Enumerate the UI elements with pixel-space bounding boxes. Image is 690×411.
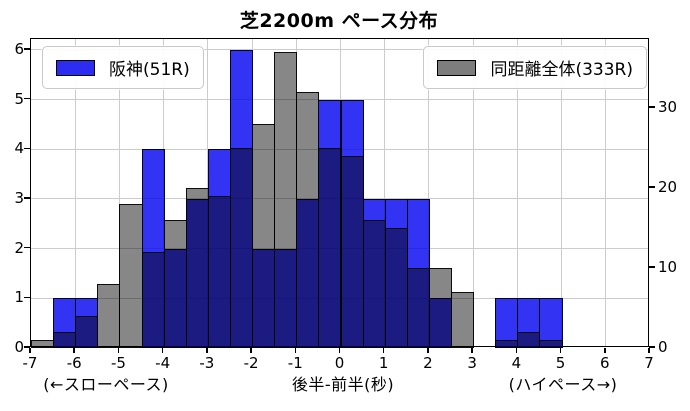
legend-swatch-hanshin (56, 59, 95, 76)
x-tick-0 (338, 348, 341, 353)
bar-all-bin-7 (185, 187, 209, 348)
y-left-label-2: 2 (14, 238, 24, 257)
bar-all-bin-18 (428, 267, 453, 348)
y-left-label-6: 6 (14, 39, 24, 58)
y-left-tick-0 (24, 346, 30, 348)
y-left-label-0: 0 (14, 338, 24, 356)
x-tick--7 (29, 348, 31, 353)
bar-all-bin-2 (75, 315, 99, 348)
x-tick--5 (117, 348, 120, 353)
y-right-label-20: 20 (658, 177, 678, 196)
y-left-label-1: 1 (14, 288, 24, 307)
bar-all-bin-5 (141, 251, 165, 348)
bar-all-bin-11 (274, 51, 298, 348)
x-tick-label--5: -5 (110, 354, 126, 372)
y-left-tick-4 (24, 147, 30, 150)
x-axis-note-slow-pace: (←スローペース) (43, 375, 169, 394)
bar-all-bin-13 (318, 147, 342, 348)
y-left-tick-2 (24, 246, 30, 249)
legend-all: 同距離全体(333R) (423, 46, 647, 89)
bar-all-bin-9 (229, 147, 254, 348)
x-tick-1 (382, 348, 385, 353)
legend-label-hanshin: 阪神(51R) (109, 60, 190, 80)
bar-all-bin-12 (296, 91, 320, 348)
gridline-x-2 (428, 39, 430, 346)
bar-all-bin-6 (163, 219, 187, 348)
bar-all-bin-1 (53, 331, 77, 348)
y-right-tick-30 (649, 106, 655, 108)
x-tick--3 (206, 348, 208, 353)
x-tick-label--4: -4 (155, 354, 171, 372)
gridline-x-4 (516, 39, 518, 346)
x-tick-label-4: 4 (511, 354, 522, 372)
y-right-tick-20 (649, 186, 655, 188)
x-axis-label: 後半-前半(秒) (291, 375, 395, 394)
chart-title: 芝2200m ペース分布 (239, 10, 439, 32)
legend-swatch-all (437, 59, 477, 76)
y-left-label-4: 4 (14, 139, 24, 158)
y-left-tick-6 (24, 48, 30, 50)
bar-all-bin-3 (97, 283, 121, 348)
bar-all-bin-17 (406, 267, 430, 348)
x-tick-label--3: -3 (199, 354, 215, 372)
y-left-label-3: 3 (14, 188, 24, 207)
x-tick-7 (648, 348, 650, 353)
bar-all-bin-10 (252, 123, 276, 348)
y-left-tick-5 (24, 97, 30, 100)
plot-area: 阪神(51R) 同距離全体(333R) (30, 38, 649, 348)
x-tick-label-7: 7 (644, 354, 654, 372)
x-tick-label--7: -7 (22, 354, 38, 372)
x-tick-label--2: -2 (243, 354, 259, 372)
bar-all-bin-15 (362, 219, 386, 348)
bar-all-bin-14 (340, 155, 364, 348)
x-axis-note-high-pace: (ハイペース→) (508, 375, 618, 394)
y-right-label-30: 30 (658, 97, 678, 116)
x-tick-label-5: 5 (555, 354, 566, 372)
gridline-x-5 (561, 39, 563, 346)
x-tick-6 (604, 348, 606, 353)
x-tick-label-6: 6 (600, 354, 610, 372)
x-tick--1 (294, 348, 297, 353)
bar-all-bin-22 (517, 331, 541, 348)
x-tick--2 (250, 348, 252, 353)
y-left-tick-3 (24, 197, 30, 199)
legend-label-all: 同距離全体(333R) (490, 60, 633, 80)
x-tick-5 (559, 348, 562, 353)
x-tick-4 (515, 348, 518, 353)
legend-hanshin: 阪神(51R) (42, 46, 204, 89)
x-tick-label-0: 0 (334, 354, 345, 372)
bar-all-bin-19 (451, 291, 475, 348)
x-tick-3 (471, 348, 473, 353)
x-tick--4 (161, 348, 164, 353)
y-left-tick-1 (24, 296, 30, 299)
x-tick-label--6: -6 (66, 354, 82, 372)
bar-all-bin-16 (384, 227, 408, 348)
y-left-label-5: 5 (14, 89, 24, 108)
y-right-tick-0 (649, 346, 655, 348)
bar-all-bin-23 (539, 339, 563, 348)
x-tick-label-2: 2 (423, 354, 433, 372)
gridline-x--5 (118, 39, 120, 346)
y-right-label-0: 0 (658, 338, 668, 356)
bar-all-bin-21 (495, 339, 519, 348)
y-right-label-10: 10 (658, 257, 678, 276)
gridline-x-6 (605, 39, 607, 346)
x-tick-label-1: 1 (378, 354, 389, 372)
bar-all-bin-8 (207, 195, 231, 348)
x-tick-label--1: -1 (287, 354, 303, 372)
gridline-x-3 (472, 39, 474, 346)
gridline-y-6 (31, 49, 648, 51)
gridline-x--6 (74, 39, 76, 346)
y-right-tick-10 (649, 266, 655, 268)
bar-all-bin-0 (31, 339, 55, 348)
bar-all-bin-4 (119, 203, 143, 348)
x-tick--6 (73, 348, 75, 353)
x-tick-2 (427, 348, 429, 353)
gridline-x-1 (384, 39, 386, 346)
x-tick-label-3: 3 (467, 354, 477, 372)
